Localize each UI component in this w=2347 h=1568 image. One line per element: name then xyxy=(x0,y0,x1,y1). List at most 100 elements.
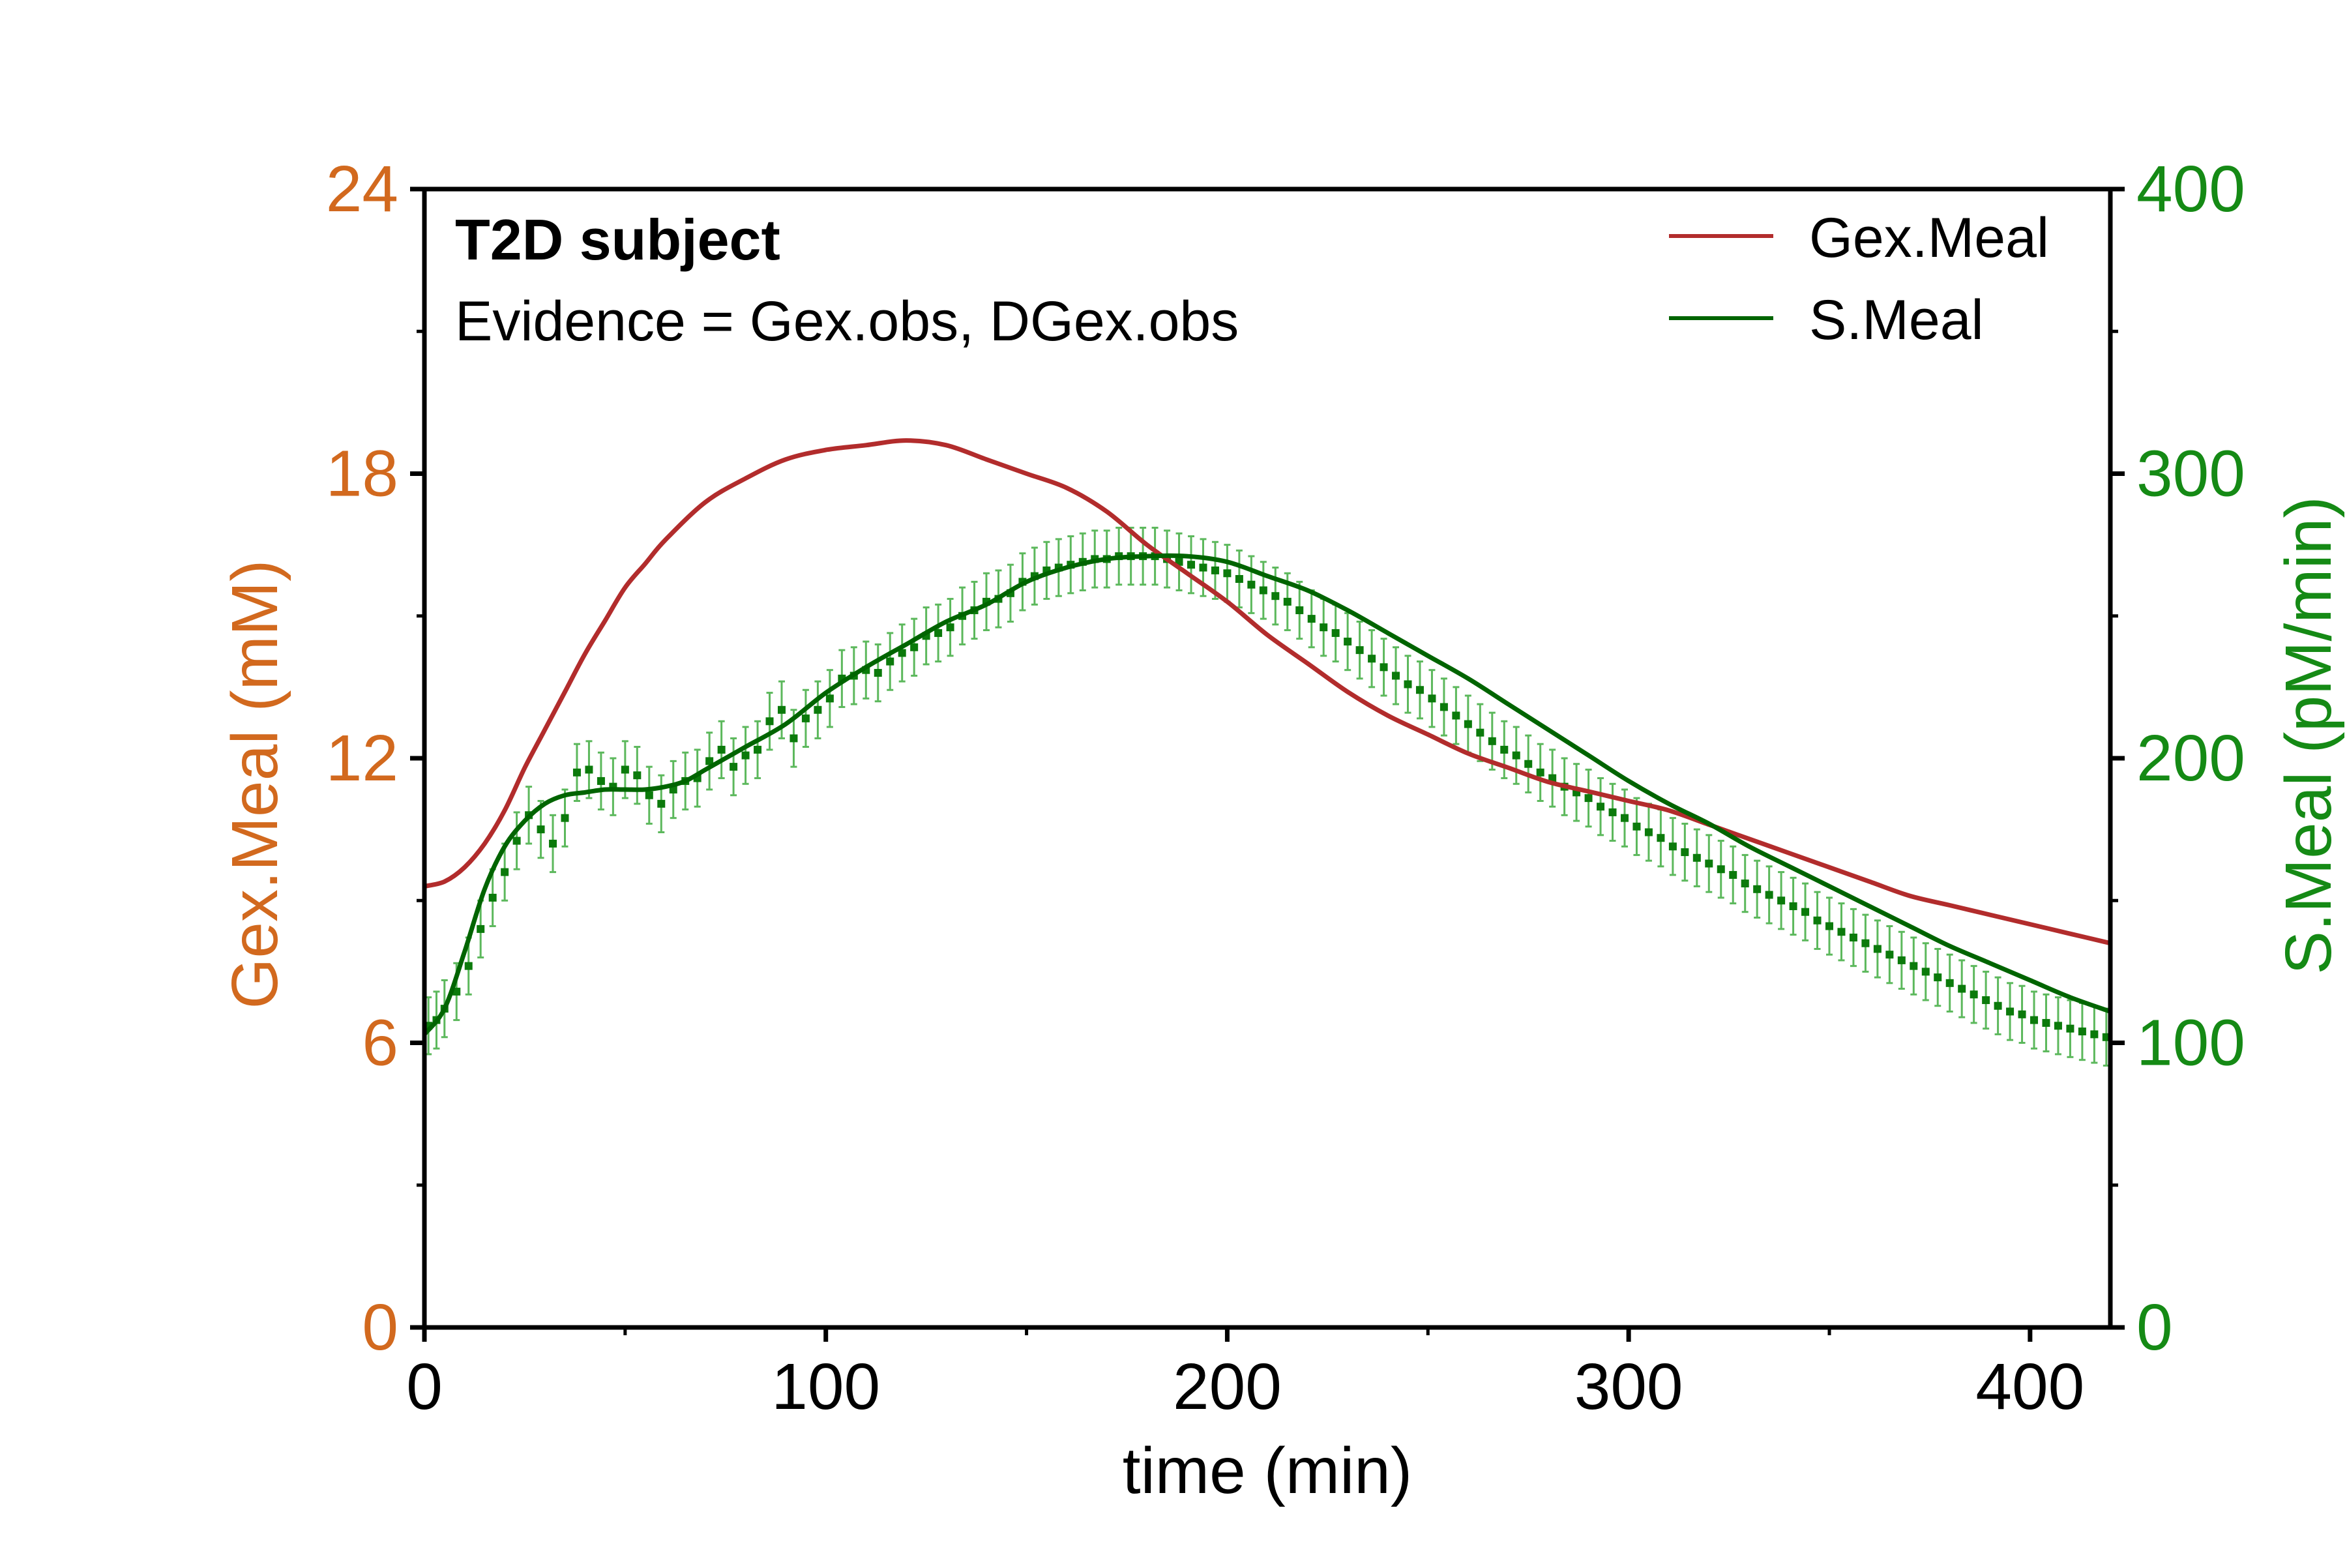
x-tick-label: 200 xyxy=(1173,1350,1282,1423)
data-point xyxy=(1717,865,1725,874)
legend-label-s: S.Meal xyxy=(1809,289,1984,351)
data-point xyxy=(2090,1030,2099,1039)
data-point xyxy=(1512,751,1520,760)
x-tick-label: 0 xyxy=(406,1350,443,1423)
data-point xyxy=(572,768,581,777)
tick-labels-layer: 0 100 200 300 400 0 6 12 18 24 0 100 200 300 400 xyxy=(326,153,2245,1423)
data-point xyxy=(874,669,882,677)
data-point xyxy=(910,643,919,651)
data-point xyxy=(1873,945,1882,953)
data-point xyxy=(1825,922,1833,930)
plot-frame xyxy=(422,186,2113,1330)
data-point xyxy=(1271,592,1280,600)
data-point xyxy=(2066,1024,2074,1033)
data-point xyxy=(1777,896,1786,905)
data-point xyxy=(1476,728,1484,737)
data-point xyxy=(645,791,653,799)
data-point xyxy=(501,868,509,876)
data-point xyxy=(717,745,726,754)
y-right-tick-label: 200 xyxy=(2136,722,2245,795)
data-point xyxy=(621,765,629,774)
data-point xyxy=(1524,760,1533,768)
data-point xyxy=(1958,984,1966,993)
data-point xyxy=(512,836,521,845)
data-point xyxy=(1849,933,1857,941)
data-point xyxy=(1765,891,1773,899)
data-point xyxy=(1536,768,1544,777)
data-point xyxy=(1837,928,1846,936)
data-point xyxy=(2054,1022,2062,1030)
data-point xyxy=(898,649,906,657)
data-point xyxy=(1970,990,1978,999)
y-right-axis-label: S.Meal (pM/min) xyxy=(2272,496,2345,974)
data-point xyxy=(1415,686,1424,694)
data-point xyxy=(1452,711,1460,720)
data-point xyxy=(1439,703,1448,711)
data-point xyxy=(1223,569,1232,578)
y-left-tick-label: 12 xyxy=(326,722,398,795)
data-point xyxy=(1380,663,1388,672)
data-point xyxy=(1428,694,1436,703)
data-point xyxy=(597,777,605,785)
data-point xyxy=(801,714,810,722)
data-point xyxy=(1982,996,1990,1005)
data-point xyxy=(1657,834,1665,842)
data-point xyxy=(705,757,714,765)
data-point xyxy=(777,705,786,714)
data-point xyxy=(1608,808,1617,816)
data-point xyxy=(1355,646,1364,655)
data-point xyxy=(1861,939,1870,947)
data-point xyxy=(452,987,461,996)
data-point xyxy=(1921,968,1930,976)
data-point xyxy=(1307,615,1316,623)
data-point xyxy=(1705,859,1713,868)
data-point xyxy=(2030,1016,2039,1024)
data-point xyxy=(1668,842,1677,851)
data-point xyxy=(537,825,545,834)
data-point xyxy=(1392,672,1400,680)
x-axis-label: time (min) xyxy=(1123,1434,1412,1507)
data-point xyxy=(2018,1010,2026,1018)
legend: Gex.Meal S.Meal xyxy=(1669,207,2049,351)
y-left-axis-label: Gex.Meal (mM) xyxy=(218,560,291,1009)
data-point xyxy=(1283,597,1292,606)
data-point xyxy=(741,751,750,760)
data-point xyxy=(633,771,642,780)
data-point xyxy=(946,623,954,632)
x-tick-label: 100 xyxy=(771,1350,880,1423)
data-point xyxy=(1934,973,1942,982)
data-point xyxy=(1259,586,1267,595)
data-point xyxy=(1320,623,1328,632)
data-point xyxy=(1597,803,1605,811)
data-point xyxy=(1211,566,1219,574)
data-point xyxy=(1885,951,1894,959)
data-point xyxy=(1464,720,1472,728)
errorbar-layer xyxy=(425,526,2110,1067)
data-point xyxy=(1897,956,1906,964)
data-point xyxy=(1789,902,1797,910)
y-right-tick-label: 100 xyxy=(2136,1007,2245,1080)
lines-layer xyxy=(422,438,2112,1036)
data-point xyxy=(1199,563,1207,572)
data-point xyxy=(488,893,497,902)
annotation-evidence: Evidence = Gex.obs, DGex.obs xyxy=(455,290,1239,353)
y-right-tick-label: 400 xyxy=(2136,153,2245,226)
data-point xyxy=(934,629,943,637)
data-point xyxy=(1741,880,1749,888)
y-left-tick-label: 6 xyxy=(362,1007,398,1080)
data-point xyxy=(754,745,762,754)
data-point xyxy=(549,839,557,848)
data-point xyxy=(1247,580,1256,589)
data-point xyxy=(1692,853,1701,862)
data-point xyxy=(1632,822,1641,831)
x-tick-label: 300 xyxy=(1574,1350,1683,1423)
y-left-tick-label: 18 xyxy=(326,437,398,510)
data-point xyxy=(2078,1028,2086,1036)
y-right-tick-label: 300 xyxy=(2136,437,2245,510)
data-point xyxy=(1910,962,1918,970)
data-point xyxy=(1753,885,1762,893)
series-line-s-meal xyxy=(422,553,2112,1036)
data-point xyxy=(1331,629,1340,637)
